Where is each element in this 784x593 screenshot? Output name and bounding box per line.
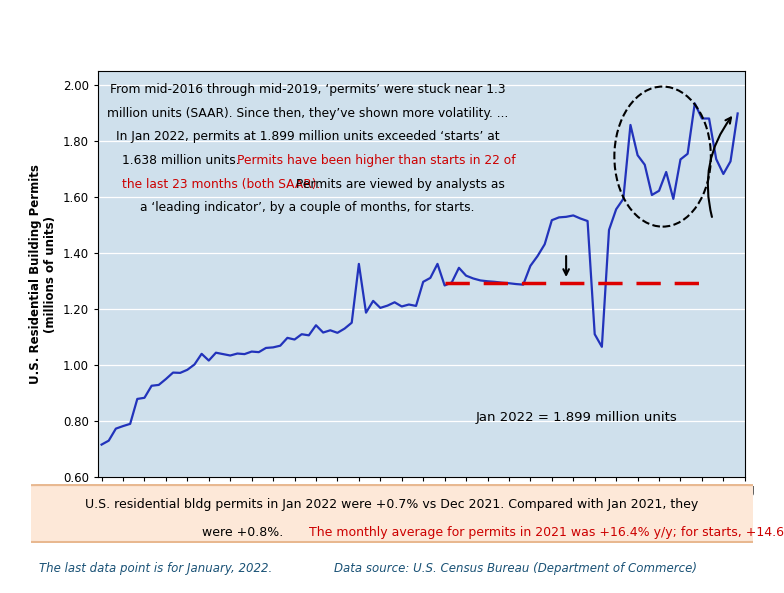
- Text: Jan 2022 = 1.899 million units: Jan 2022 = 1.899 million units: [475, 411, 677, 424]
- Text: 1.638 million units.: 1.638 million units.: [122, 154, 244, 167]
- Text: Permits have been higher than starts in 22 of: Permits have been higher than starts in …: [237, 154, 516, 167]
- FancyBboxPatch shape: [17, 485, 767, 542]
- Text: The last data point is for January, 2022.: The last data point is for January, 2022…: [38, 562, 272, 575]
- Text: U.S. residential bldg permits in Jan 2022 were +0.7% vs Dec 2021. Compared with : U.S. residential bldg permits in Jan 202…: [85, 498, 699, 511]
- Text: Permits are viewed by analysts as: Permits are viewed by analysts as: [292, 178, 504, 190]
- Text: In Jan 2022, permits at 1.899 million units exceeded ‘starts’ at: In Jan 2022, permits at 1.899 million un…: [116, 130, 499, 144]
- Y-axis label: U.S. Residential Building Permits
(millions of units): U.S. Residential Building Permits (milli…: [29, 164, 57, 384]
- Text: U.S. MONTHLY RESIDENTIAL BUILDING PERMITS: U.S. MONTHLY RESIDENTIAL BUILDING PERMIT…: [140, 15, 644, 34]
- Text: were +0.8%.: were +0.8%.: [202, 527, 288, 539]
- Text: the last 23 months (both SAAR).: the last 23 months (both SAAR).: [122, 178, 321, 190]
- Text: a ‘leading indicator’, by a couple of months, for starts.: a ‘leading indicator’, by a couple of mo…: [140, 201, 475, 214]
- Text: SEASONALLY ADJUSTED AT ANNUAL RATES (SAAR): SEASONALLY ADJUSTED AT ANNUAL RATES (SAA…: [196, 44, 588, 58]
- Text: The monthly average for permits in 2021 was +16.4% y/y; for starts, +14.6%.: The monthly average for permits in 2021 …: [309, 527, 784, 539]
- Text: From mid-2016 through mid-2019, ‘permits’ were stuck near 1.3: From mid-2016 through mid-2019, ‘permits…: [110, 83, 506, 96]
- Text: million units (SAAR). Since then, they’ve shown more volatility. ...: million units (SAAR). Since then, they’v…: [107, 107, 508, 120]
- Text: Data source: U.S. Census Bureau (Department of Commerce): Data source: U.S. Census Bureau (Departm…: [334, 562, 697, 575]
- X-axis label: Year and month: Year and month: [359, 502, 484, 516]
